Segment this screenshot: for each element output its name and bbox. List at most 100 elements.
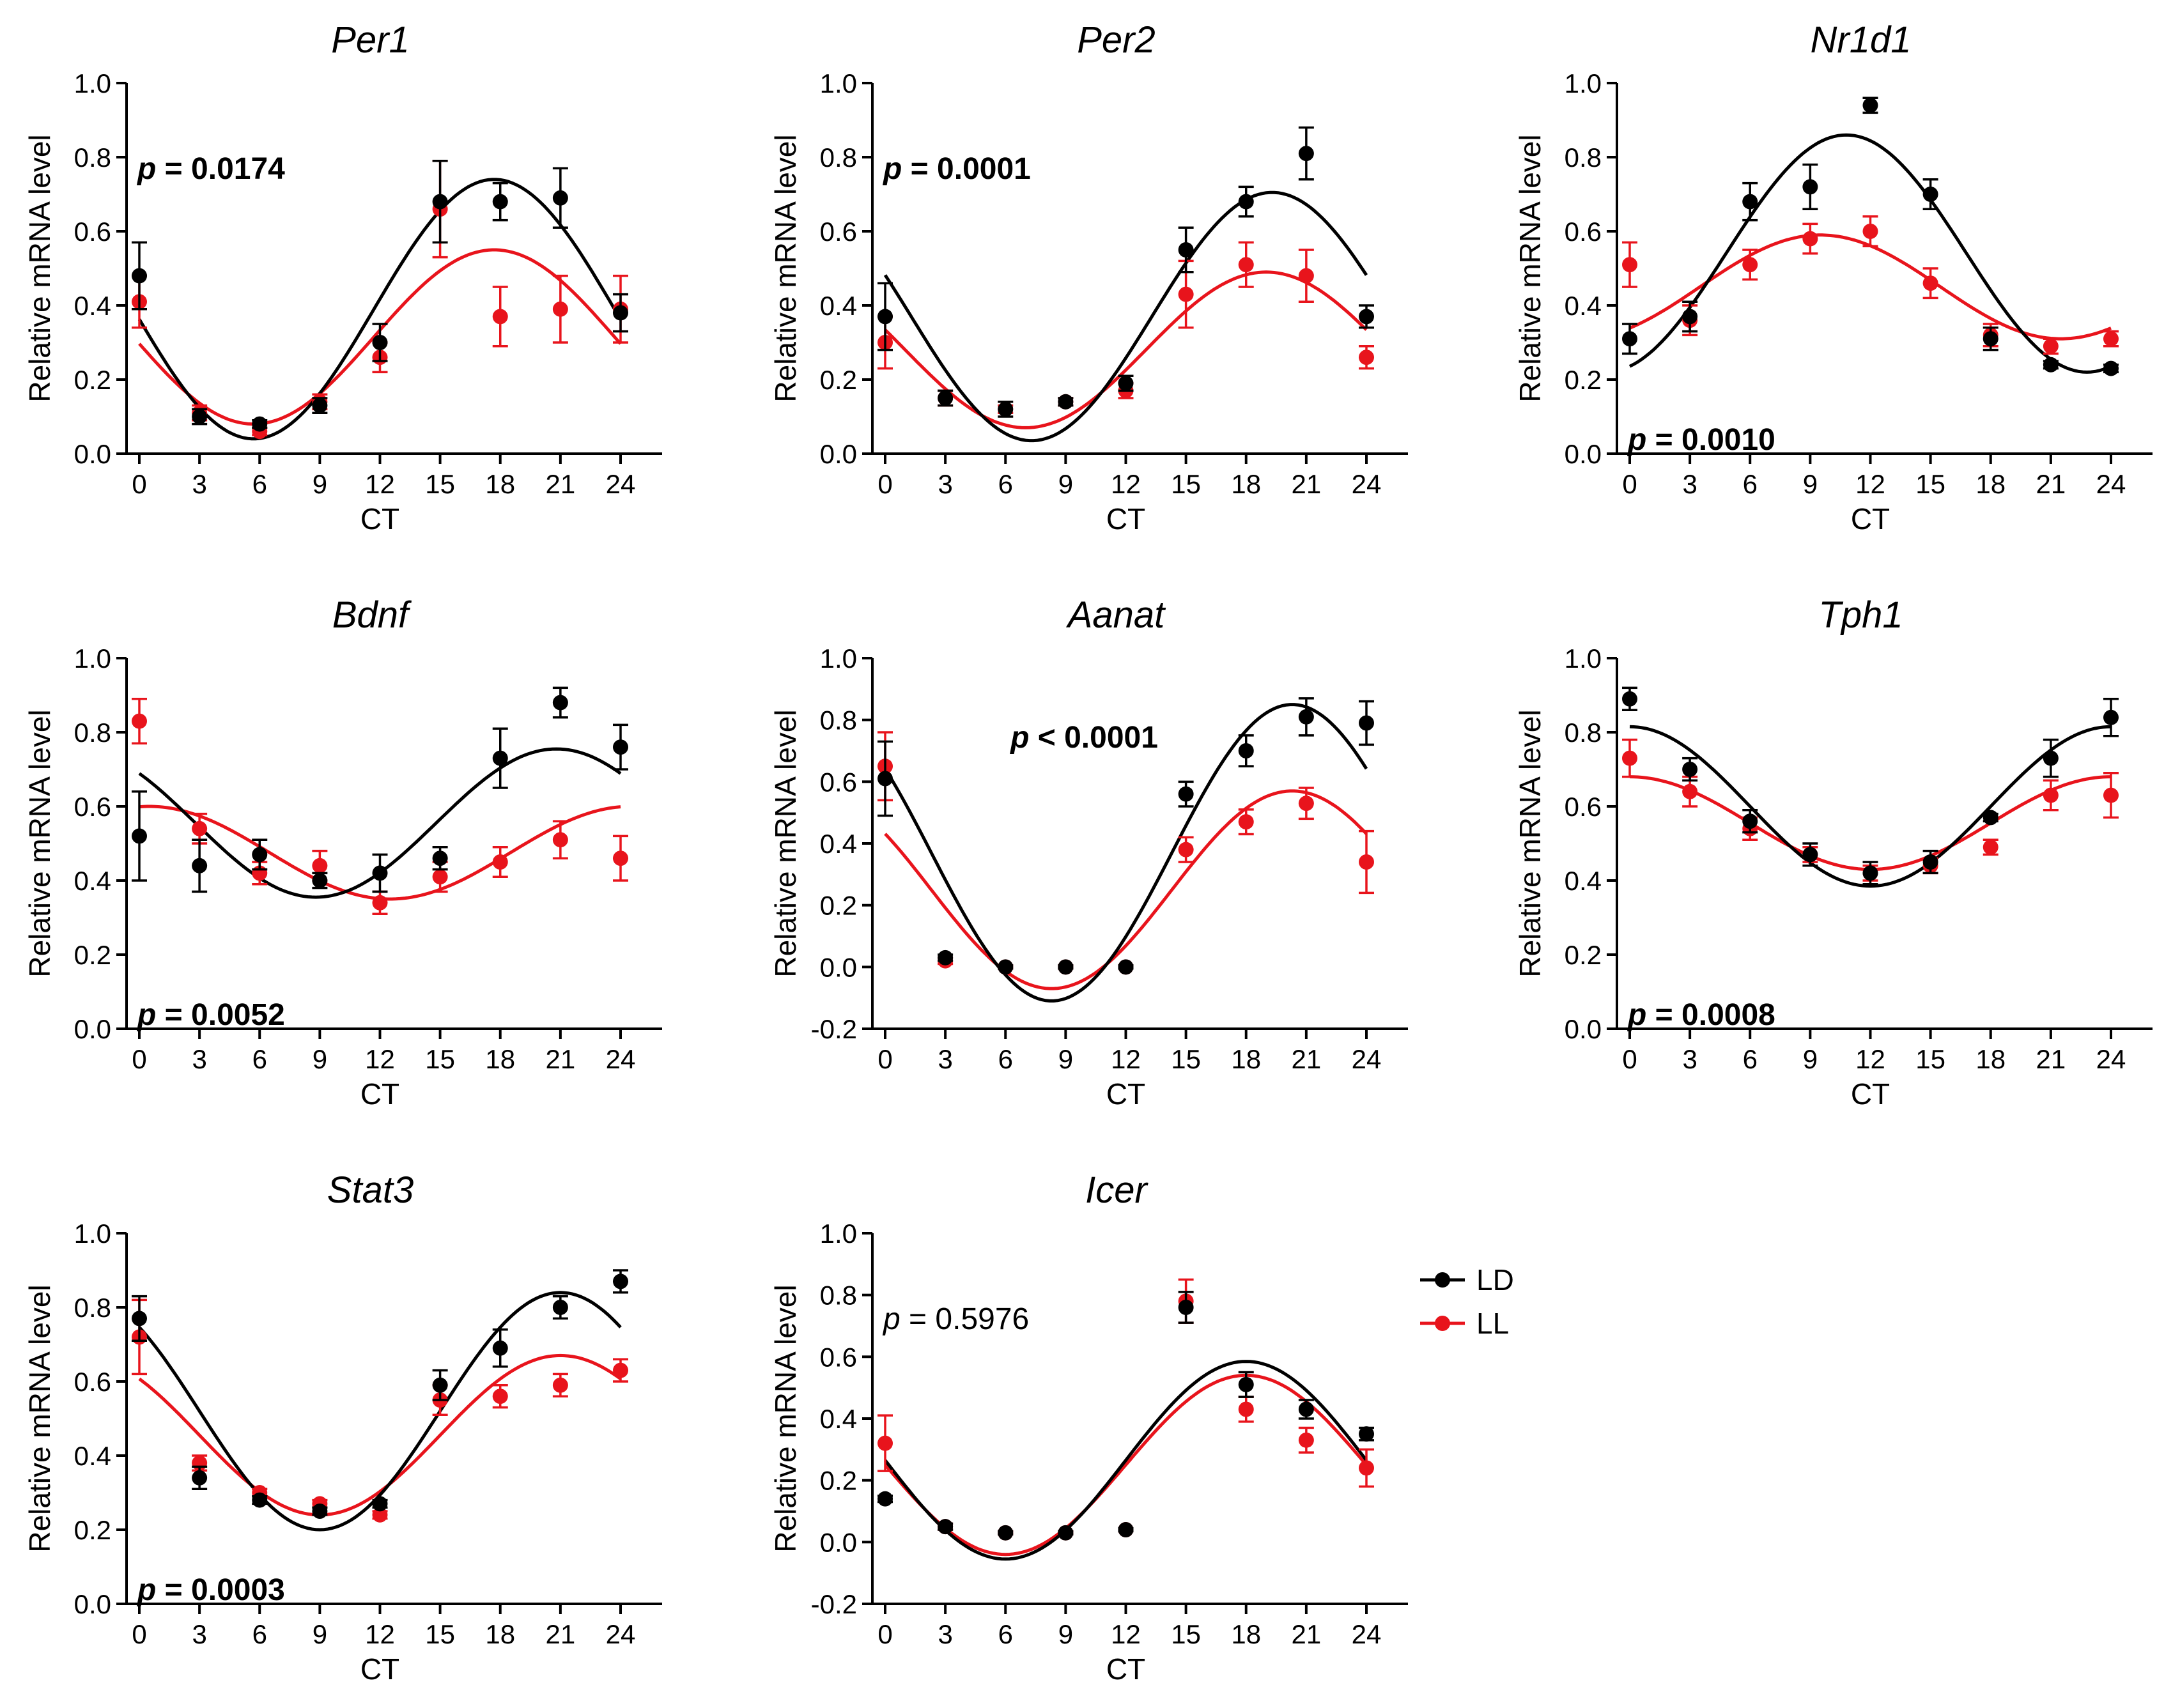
x-axis-label: CT [1106,1652,1145,1686]
p-value-text: = 0.0010 [1646,423,1775,457]
data-point-ld [252,847,268,863]
data-point-ld [877,771,893,787]
x-tick-label: 18 [1231,1044,1261,1074]
data-point-ll [1359,1460,1374,1476]
x-tick-label: 24 [1352,1044,1382,1074]
y-tick-label: 0.8 [74,718,111,748]
data-point-ld [312,873,328,888]
p-value-annotation: p = 0.0174 [136,152,285,186]
y-tick-label: 0.8 [820,142,857,173]
y-tick-label: 0.4 [74,291,111,321]
y-tick-label: 1.0 [820,1219,857,1249]
x-tick-label: 3 [1682,469,1697,499]
y-axis-label: Relative mRNA level [23,134,56,402]
y-tick-label: 1.0 [74,1219,111,1249]
x-tick-label: 9 [313,1619,327,1649]
data-point-ld [2043,750,2059,766]
p-value-symbol: p [136,998,156,1032]
data-point-ld [1238,743,1254,758]
x-tick-label: 6 [252,469,267,499]
data-point-ll [492,1389,508,1404]
x-tick-label: 12 [1111,469,1141,499]
x-tick-label: 21 [1292,469,1322,499]
fit-curve-ll [884,789,1368,990]
x-tick-label: 9 [1803,1044,1818,1074]
legend-item-ll: LL [1420,1307,1509,1340]
x-tick-label: 21 [2036,1044,2066,1074]
y-tick-label: 0.2 [820,891,857,921]
data-point-ld [1742,813,1758,829]
y-tick-label: 0.6 [1565,217,1602,247]
panel-tph1: Tph1 0.0 0.2 0.4 0.6 0.8 1.0 0 3 6 9 12 15 18 21 24 CT Re… [1513,594,2153,1111]
data-point-ld [1622,331,1637,347]
data-point-ll [1238,257,1254,273]
panel-title: Bdnf [332,594,412,636]
y-tick-label: -0.2 [811,1014,857,1044]
data-point-ld [372,1496,388,1512]
x-tick-label: 24 [606,1044,636,1074]
data-point-ll [2043,787,2059,803]
data-point-ll [1742,257,1758,273]
x-tick-label: 18 [1231,1619,1261,1649]
data-point-ld [372,335,388,350]
x-tick-label: 0 [1622,469,1637,499]
y-tick-label: -0.2 [811,1589,857,1619]
y-tick-label: 0.4 [1565,291,1602,321]
y-tick-label: 0.0 [820,439,857,469]
data-point-ld [998,401,1014,417]
x-tick-label: 15 [425,1044,455,1074]
x-tick-label: 12 [1111,1619,1141,1649]
x-tick-label: 6 [252,1044,267,1074]
legend: LD LL [1420,1263,1514,1340]
y-tick-label: 0.4 [1565,866,1602,896]
x-tick-label: 24 [2096,469,2126,499]
data-point-ld [192,409,208,424]
fit-curve-ll [884,270,1368,429]
legend-label: LL [1476,1307,1509,1340]
data-point-ll [1298,796,1314,812]
data-point-ld [613,739,628,755]
data-point-ll [432,869,448,885]
x-tick-label: 6 [1743,1044,1758,1074]
data-point-ld [1359,1426,1374,1442]
data-point-ld [132,1311,147,1327]
y-tick-label: 0.2 [820,365,857,395]
y-tick-label: 1.0 [74,643,111,673]
data-point-ll [192,820,208,836]
data-point-ll [1238,814,1254,830]
data-point-ll [372,1507,388,1523]
panel-title: Aanat [1066,594,1166,636]
fit-curve-ll [138,1353,622,1517]
x-axis-label: CT [1851,1077,1890,1111]
data-point-ll [1298,1432,1314,1448]
data-point-ld [252,1492,268,1508]
y-tick-label: 0.8 [1565,142,1602,173]
data-point-ld [312,397,328,413]
y-tick-label: 1.0 [820,68,857,98]
x-tick-label: 24 [1352,1619,1382,1649]
panel-title: Nr1d1 [1811,19,1912,61]
x-tick-label: 21 [2036,469,2066,499]
data-point-ld [998,1525,1014,1541]
data-point-ld [1802,847,1818,863]
panel-nr1d1: Nr1d1 0.0 0.2 0.4 0.6 0.8 1.0 0 3 6 9 12 15 18 21 24 CT R… [1513,19,2153,535]
panel-title: Tph1 [1818,594,1903,636]
data-point-ld [432,194,448,210]
data-point-ll [1178,286,1194,302]
panel-bdnf: Bdnf 0.0 0.2 0.4 0.6 0.8 1.0 0 3 6 9 12 15 18 21 24 CT Re… [23,594,662,1111]
data-point-ll [1238,1401,1254,1417]
data-point-ld [1118,959,1134,975]
x-tick-label: 12 [365,469,395,499]
y-axis-label: Relative mRNA level [769,134,802,402]
data-point-ld [1862,97,1878,113]
x-tick-label: 15 [1171,1044,1201,1074]
x-tick-label: 9 [1803,469,1818,499]
data-point-ld [1238,194,1254,210]
data-point-ld [492,194,508,210]
p-value-symbol: p [1009,721,1029,755]
fit-curve-ld [1628,133,2112,374]
panel-per1: Per1 0.0 0.2 0.4 0.6 0.8 1.0 0 3 6 9 12 15 18 21 24 CT Re… [23,19,662,535]
panel-title: Stat3 [327,1169,414,1211]
p-value-text: = 0.0174 [156,152,285,186]
